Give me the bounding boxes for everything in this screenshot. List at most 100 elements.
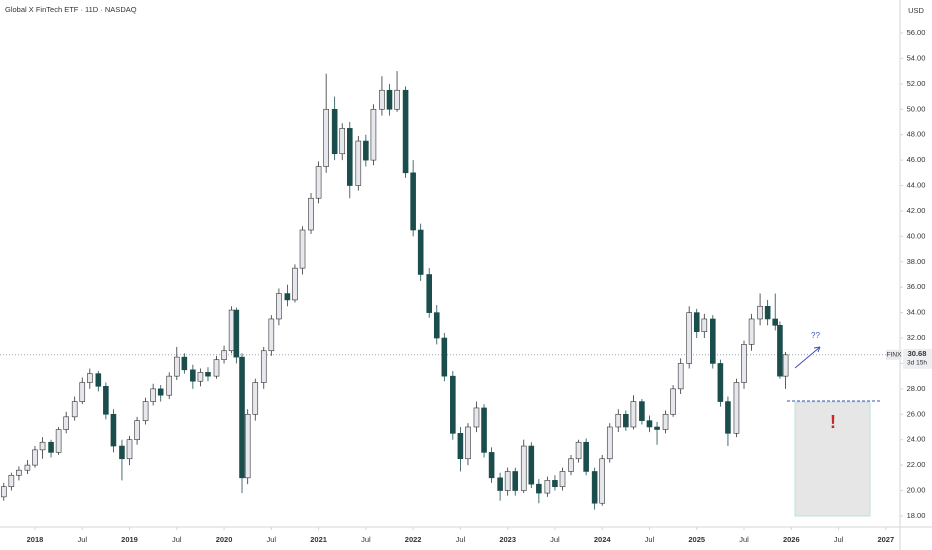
annotation-text: ! bbox=[830, 412, 836, 432]
candle-body bbox=[239, 356, 245, 479]
candle-body bbox=[157, 388, 164, 396]
candle-body bbox=[710, 318, 716, 364]
arrow-head bbox=[813, 346, 821, 353]
candle-body bbox=[615, 413, 622, 428]
candle-body bbox=[394, 89, 400, 110]
candle-body bbox=[386, 89, 393, 110]
candle-body bbox=[465, 426, 471, 460]
candle-body bbox=[276, 293, 282, 320]
candle-body bbox=[355, 140, 362, 186]
candle-body bbox=[441, 337, 448, 377]
x-tick-label: 2023 bbox=[499, 535, 516, 544]
candle-body bbox=[134, 420, 140, 440]
y-tick-label: 56.00 bbox=[907, 28, 926, 37]
y-tick-label: 22.00 bbox=[907, 460, 926, 469]
candle-body bbox=[599, 458, 606, 504]
target-zone bbox=[794, 401, 871, 517]
y-tick-label: 34.00 bbox=[907, 308, 926, 317]
candle-body bbox=[552, 480, 558, 488]
candle-body bbox=[520, 445, 527, 491]
candle-body bbox=[748, 318, 755, 345]
candle-body bbox=[252, 382, 259, 415]
ticker-label: FINX bbox=[887, 352, 902, 359]
candle-body bbox=[630, 401, 637, 428]
candle-body bbox=[244, 413, 251, 479]
countdown-label: 3d 15h bbox=[907, 360, 927, 367]
x-tick-label: Jul bbox=[550, 535, 560, 544]
candle-body bbox=[379, 89, 385, 110]
candle-body bbox=[370, 108, 377, 161]
candle-body bbox=[16, 469, 22, 476]
candle-body bbox=[497, 477, 503, 491]
candle-body bbox=[213, 359, 220, 377]
y-tick-label: 54.00 bbox=[907, 53, 926, 62]
x-tick-label: 2018 bbox=[27, 535, 44, 544]
price-label: 30.68 bbox=[908, 349, 927, 358]
candle-body bbox=[686, 312, 692, 364]
x-tick-label: Jul bbox=[172, 535, 182, 544]
candle-body bbox=[639, 401, 645, 421]
candle-body bbox=[426, 274, 433, 313]
x-tick-label: 2019 bbox=[121, 535, 138, 544]
x-tick-label: Jul bbox=[77, 535, 87, 544]
x-tick-label: 2027 bbox=[877, 535, 894, 544]
ticker-tag bbox=[886, 349, 902, 360]
y-tick-label: 44.00 bbox=[907, 181, 926, 190]
candle-body bbox=[0, 486, 7, 498]
candle-body bbox=[323, 108, 329, 167]
candle-body bbox=[126, 439, 133, 460]
x-tick-label: 2025 bbox=[688, 535, 705, 544]
y-tick-label: 46.00 bbox=[907, 155, 926, 164]
candle-body bbox=[583, 441, 589, 472]
candle-body bbox=[733, 382, 740, 434]
candle-body bbox=[677, 363, 684, 390]
candle-body bbox=[190, 369, 196, 382]
x-tick-label: Jul bbox=[267, 535, 277, 544]
chart-title: Global X FinTech ETF · 11D · NASDAQ bbox=[5, 5, 137, 14]
y-tick-label: 52.00 bbox=[907, 79, 926, 88]
candle-body bbox=[103, 386, 109, 415]
currency-label: USD bbox=[908, 6, 924, 15]
candle-body bbox=[488, 452, 495, 479]
candle-body bbox=[433, 312, 440, 339]
y-tick-label: 50.00 bbox=[907, 104, 926, 113]
candle-body bbox=[623, 413, 629, 428]
y-tick-label: 42.00 bbox=[907, 206, 926, 215]
candle-body bbox=[197, 372, 204, 382]
candle-body bbox=[481, 407, 487, 453]
candle-body bbox=[591, 471, 598, 504]
y-tick-label: 24.00 bbox=[907, 435, 926, 444]
candle-body bbox=[777, 325, 783, 377]
candle-body bbox=[284, 293, 291, 301]
candle-body bbox=[346, 128, 353, 186]
candle-body bbox=[575, 441, 582, 460]
candle-body bbox=[95, 373, 102, 387]
arrow-shaft bbox=[794, 346, 821, 369]
x-tick-label: Jul bbox=[739, 535, 749, 544]
candle-body bbox=[292, 267, 298, 301]
candle-body bbox=[205, 372, 211, 377]
candle-body bbox=[450, 375, 456, 434]
price-tag bbox=[903, 348, 932, 369]
candle-body bbox=[8, 474, 15, 488]
candle-body bbox=[504, 471, 511, 491]
candle-body bbox=[693, 312, 700, 332]
candle-body bbox=[536, 483, 542, 494]
candle-body bbox=[119, 445, 125, 460]
candle-body bbox=[110, 413, 117, 447]
candle-body bbox=[544, 480, 551, 494]
y-tick-label: 40.00 bbox=[907, 231, 926, 240]
y-tick-label: 36.00 bbox=[907, 282, 926, 291]
candle-body bbox=[457, 433, 464, 460]
annotation-text: ?? bbox=[811, 331, 820, 340]
candle-body bbox=[268, 318, 275, 352]
x-tick-label: 2020 bbox=[216, 535, 233, 544]
candle-body bbox=[181, 356, 188, 371]
candle-body bbox=[233, 309, 240, 358]
candle-body bbox=[24, 464, 31, 471]
candle-body bbox=[725, 401, 731, 434]
candle-body bbox=[39, 441, 46, 451]
candle-body bbox=[55, 429, 62, 453]
candle-body bbox=[741, 344, 747, 383]
